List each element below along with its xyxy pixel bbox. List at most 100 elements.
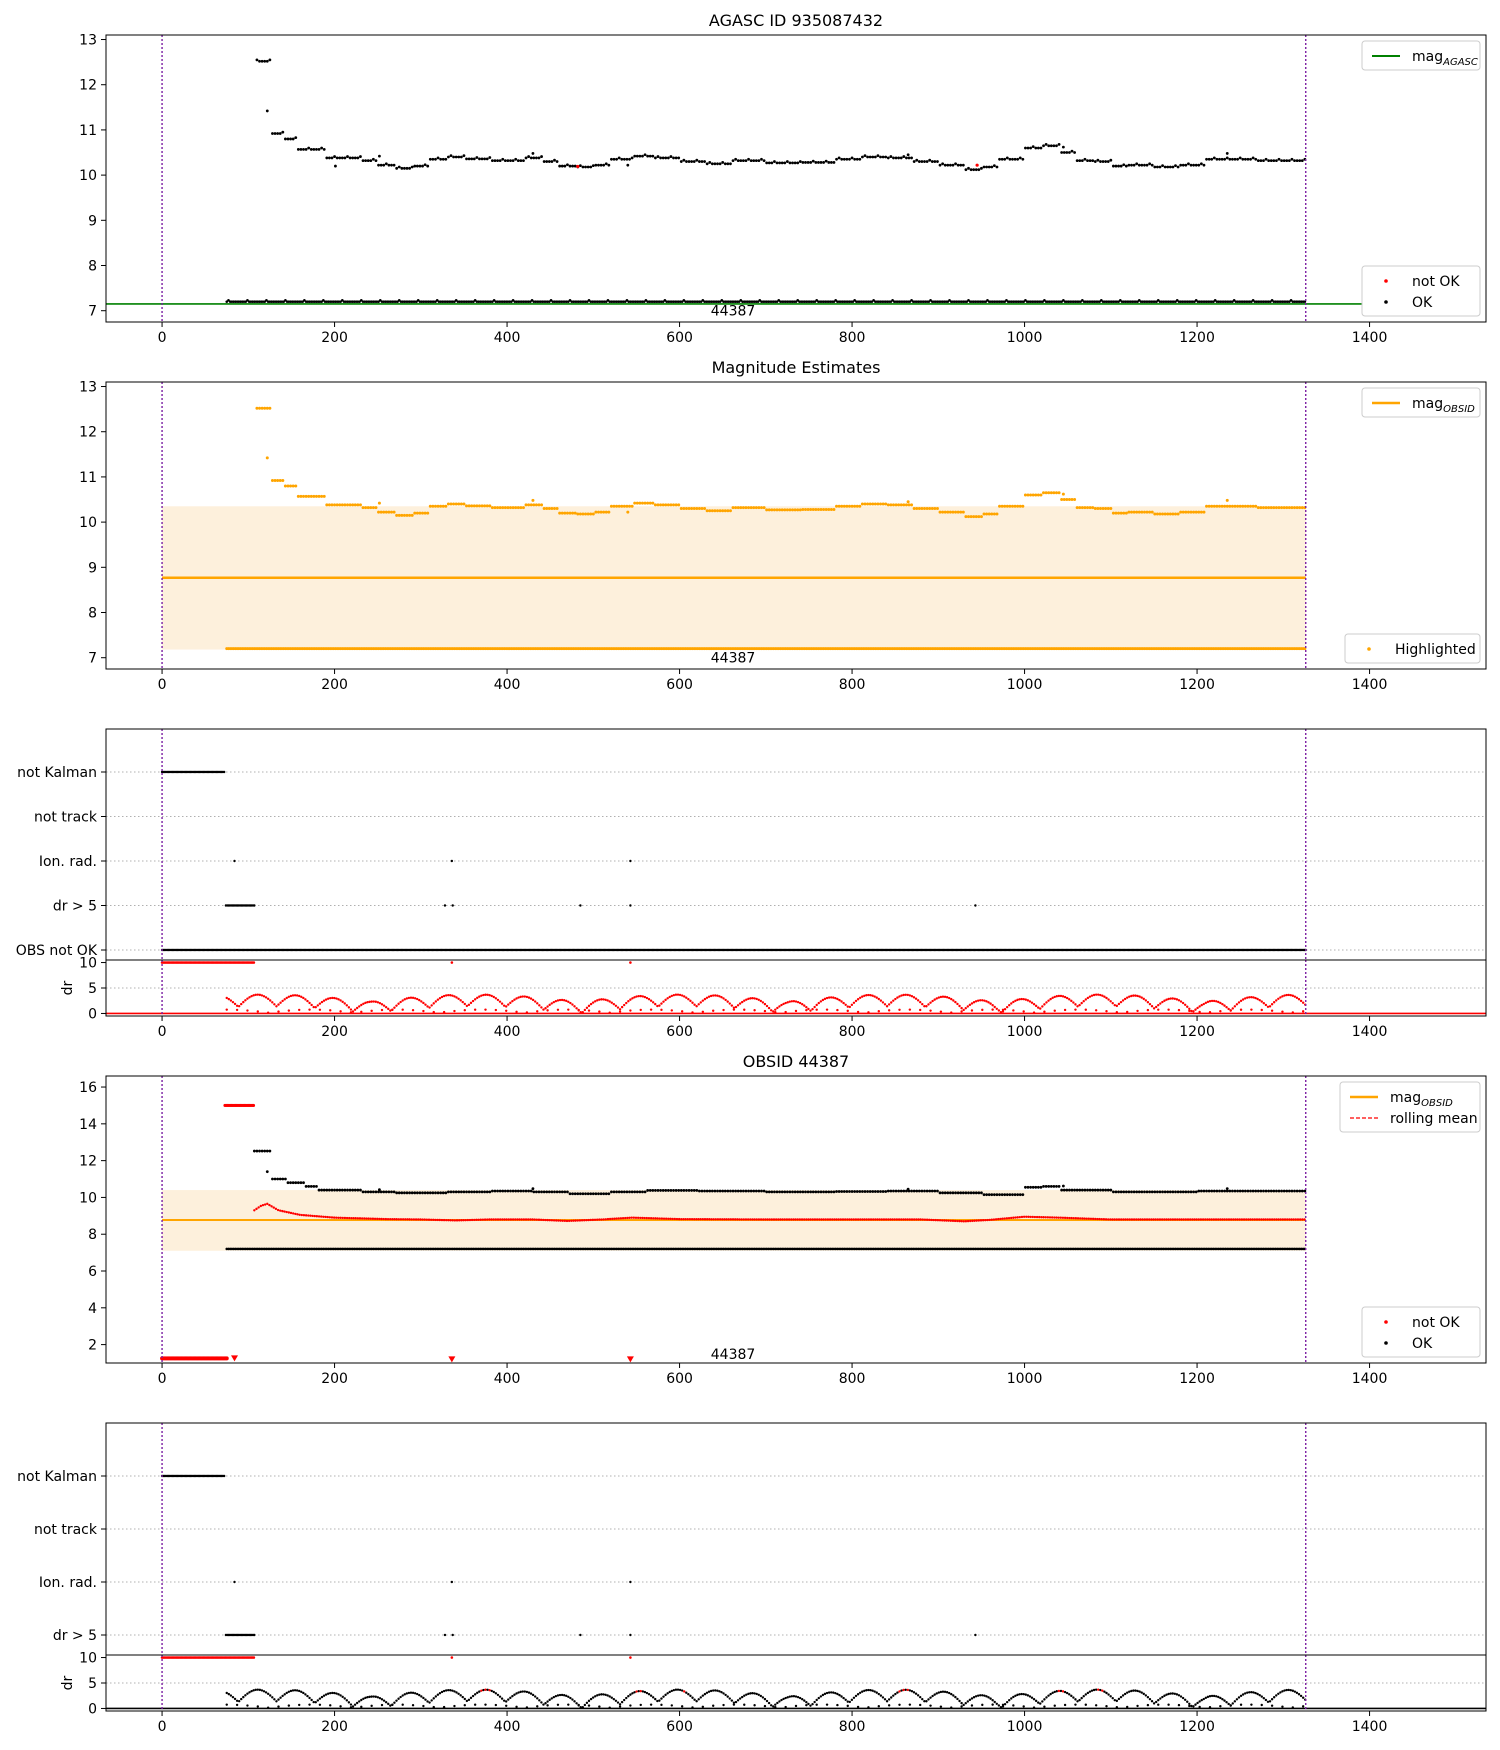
data-point [306, 1694, 309, 1698]
data-point [769, 1704, 773, 1707]
data-point [622, 1003, 626, 1007]
data-point [811, 507, 815, 511]
data-point [362, 1697, 365, 1700]
data-point [271, 132, 274, 135]
data-point [1101, 160, 1105, 163]
data-point [687, 1692, 690, 1696]
x-tick-label: 200 [321, 677, 348, 693]
data-point [765, 1004, 769, 1008]
data-point [567, 1703, 570, 1706]
data-point [1291, 994, 1295, 997]
data-point [1140, 1691, 1143, 1694]
data-point [987, 1001, 990, 1004]
data-point [294, 1181, 298, 1185]
data-point [284, 1177, 287, 1181]
data-point [969, 515, 973, 519]
data-point [451, 994, 454, 997]
data-point [291, 137, 295, 141]
data-point [1096, 507, 1100, 511]
data-point [638, 1190, 642, 1194]
data-point [250, 994, 253, 998]
data-point [1053, 1704, 1056, 1707]
data-point [757, 1693, 760, 1696]
data-point [1221, 1002, 1224, 1006]
data-point [434, 1191, 437, 1195]
data-point [1161, 164, 1164, 168]
data-point [1260, 1695, 1263, 1698]
data-point [985, 512, 989, 516]
data-point [1018, 504, 1022, 508]
data-point [1054, 491, 1058, 495]
data-point [695, 1699, 698, 1703]
data-point [1121, 999, 1125, 1002]
data-point [1010, 1697, 1013, 1700]
flag-point [579, 1633, 582, 1637]
data-point [1289, 1688, 1292, 1692]
data-point [405, 513, 409, 517]
data-point [256, 1705, 259, 1708]
data-point [713, 1189, 717, 1193]
data-point [371, 506, 375, 510]
data-point [703, 1692, 707, 1696]
data-point [1250, 1691, 1253, 1694]
mag-highlighted-upper-points [255, 406, 1307, 519]
data-point [550, 1697, 553, 1700]
data-point [825, 996, 829, 1000]
x-tick-label: 200 [321, 1024, 348, 1040]
data-point [925, 1005, 928, 1008]
data-point [331, 996, 334, 1000]
data-point [560, 998, 564, 1002]
data-point [1001, 1703, 1005, 1707]
data-point [256, 1688, 259, 1691]
data-point [1223, 504, 1227, 508]
data-point [1132, 510, 1136, 514]
data-point [1166, 512, 1170, 516]
data-point [630, 1190, 634, 1194]
data-point [629, 1704, 632, 1707]
data-point [1119, 1695, 1123, 1699]
data-point [343, 503, 347, 507]
data-point [316, 1699, 320, 1702]
y-tick-label: 13 [79, 33, 97, 49]
data-point [660, 1002, 663, 1005]
dr2-ylabel: dr [60, 1675, 76, 1690]
data-point [555, 1190, 559, 1194]
data-point [720, 1690, 723, 1694]
data-point [252, 961, 256, 964]
data-point [329, 1704, 332, 1707]
data-point [1086, 1691, 1090, 1695]
data-point [1179, 163, 1183, 167]
data-point [511, 159, 515, 163]
data-point [598, 1705, 601, 1708]
data-point [692, 1189, 696, 1192]
data-point [685, 1189, 688, 1192]
data-point [1154, 1005, 1158, 1009]
data-point [1090, 1689, 1094, 1692]
data-point [680, 994, 684, 997]
data-point [330, 1188, 334, 1192]
data-point [1057, 1689, 1061, 1693]
data-point [298, 1703, 301, 1707]
data-point [1072, 1696, 1075, 1699]
data-point [302, 996, 305, 1000]
data-point [1109, 1000, 1112, 1003]
data-point [1177, 1008, 1181, 1012]
data-point [785, 508, 789, 512]
data-point [440, 1690, 444, 1694]
data-point [1146, 1008, 1150, 1012]
data-point [1062, 151, 1066, 154]
data-point [1094, 1009, 1098, 1012]
data-point [744, 506, 748, 510]
data-point [959, 163, 963, 167]
data-point [1032, 1003, 1036, 1006]
data-point [597, 1192, 600, 1196]
data-point [801, 1698, 804, 1701]
data-point [548, 1003, 551, 1007]
data-point [287, 1009, 291, 1012]
data-point [540, 1006, 543, 1009]
data-point [1094, 993, 1098, 996]
data-point [852, 1696, 856, 1700]
data-point [980, 166, 983, 170]
data-point [532, 503, 536, 507]
data-point [494, 1692, 498, 1695]
